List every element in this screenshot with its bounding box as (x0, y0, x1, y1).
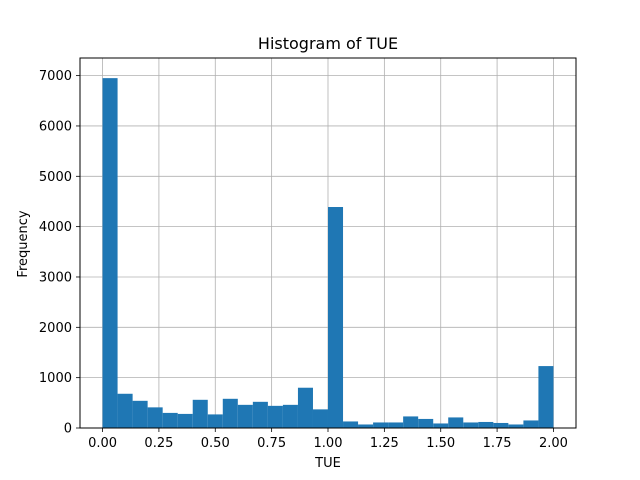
y-tick-label: 0 (64, 422, 72, 437)
histogram-bar-11 (267, 405, 283, 428)
histogram-bar-1 (117, 393, 133, 428)
histogram-bar-5 (177, 413, 193, 428)
x-tick-label: 0.75 (257, 436, 286, 451)
histogram-bar-25 (478, 421, 494, 428)
histogram-bar-18 (373, 422, 389, 428)
histogram-bar-12 (282, 404, 298, 428)
histogram-bar-27 (508, 424, 524, 428)
histogram-bar-15 (328, 207, 344, 428)
histogram-bar-19 (388, 422, 404, 428)
histogram-bars (102, 78, 554, 429)
histogram-bar-21 (418, 418, 434, 428)
histogram-bar-24 (463, 422, 479, 428)
x-tick-label: 1.50 (426, 436, 455, 451)
histogram-bar-7 (207, 414, 223, 428)
histogram-bar-13 (297, 387, 313, 428)
x-axis-label: TUE (314, 456, 341, 471)
histogram-bar-29 (538, 366, 554, 428)
y-tick-label: 1000 (39, 371, 72, 386)
histogram-bar-20 (403, 416, 419, 428)
chart-title: Histogram of TUE (258, 34, 398, 53)
x-tick-label: 1.75 (483, 436, 512, 451)
y-tick-label: 4000 (39, 220, 72, 235)
y-tick-label: 7000 (39, 69, 72, 84)
y-tick-label: 2000 (39, 321, 72, 336)
histogram-bar-17 (358, 424, 374, 428)
x-tick-label: 0.50 (201, 436, 230, 451)
histogram-bar-2 (132, 400, 148, 428)
histogram-bar-22 (433, 423, 449, 428)
axis-ticks: 0.00 0.25 0.50 0.75 1.00 1.25 1.50 1.75 2.00 0 100… (39, 69, 568, 451)
histogram-bar-26 (493, 422, 509, 428)
x-tick-label: 0.25 (144, 436, 173, 451)
y-tick-label: 3000 (39, 270, 72, 285)
x-tick-label: 1.00 (314, 436, 343, 451)
histogram-bar-10 (252, 401, 268, 428)
y-tick-label: 5000 (39, 170, 72, 185)
histogram-bar-28 (523, 420, 539, 428)
x-tick-label: 1.25 (370, 436, 399, 451)
y-axis-label: Frequency (16, 210, 31, 277)
histogram-bar-0 (102, 78, 118, 429)
histogram-bar-16 (343, 421, 359, 428)
y-tick-label: 6000 (39, 119, 72, 134)
x-tick-label: 2.00 (539, 436, 568, 451)
histogram-bar-23 (448, 417, 464, 428)
x-tick-label: 0.00 (88, 436, 117, 451)
histogram-bar-9 (237, 404, 253, 428)
histogram-bar-8 (222, 398, 238, 428)
histogram-bar-6 (192, 399, 208, 428)
histogram-bar-4 (162, 412, 178, 428)
histogram-bar-14 (312, 409, 328, 428)
histogram-bar-3 (147, 407, 163, 428)
